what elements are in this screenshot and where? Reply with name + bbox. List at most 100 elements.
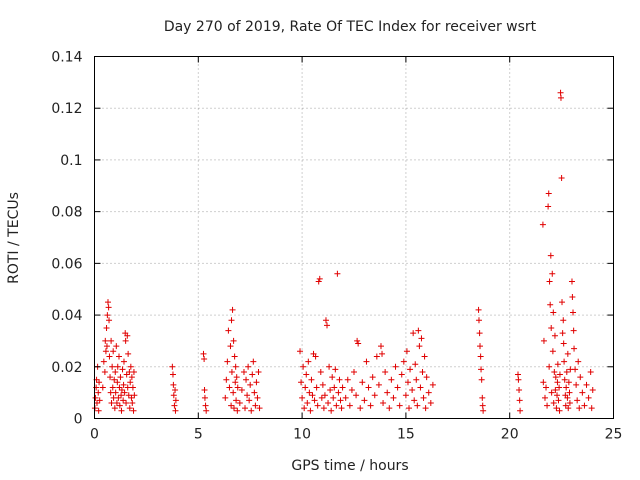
data-point [124,384,131,391]
data-point [553,405,560,412]
data-point [104,312,111,319]
data-point [565,379,572,386]
data-point [103,343,110,350]
data-point [118,392,125,399]
data-point [517,407,524,414]
data-point [172,397,179,404]
data-point [238,387,245,394]
data-point [365,384,372,391]
data-point [116,402,123,409]
data-point [549,270,556,277]
data-point [564,350,571,357]
data-point [539,221,546,228]
data-point [129,384,136,391]
data-point [248,407,255,414]
data-point [377,343,384,350]
data-point [558,175,565,182]
data-point [309,392,316,399]
data-point [554,392,561,399]
data-point [346,402,353,409]
data-point [402,392,409,399]
data-point [548,325,555,331]
data-point [331,384,338,391]
data-point [326,363,333,370]
data-point [557,89,564,96]
data-point [354,337,361,344]
data-point [246,397,253,404]
data-point [201,356,208,363]
data-point [560,317,567,324]
data-point [564,394,571,401]
x-axis-label: GPS time / hours [291,458,408,474]
data-point [126,405,133,412]
data-point [202,402,209,409]
data-point [106,353,113,360]
data-point [550,399,557,406]
x-tick-label: 10 [293,427,311,443]
data-point [230,337,237,344]
y-tick-label: 0.06 [51,256,82,272]
data-point [316,275,323,282]
data-point [95,389,102,396]
data-point [95,407,102,414]
data-point [421,353,428,360]
data-point [318,394,325,401]
data-point [565,405,572,412]
data-point [130,407,137,414]
data-point [115,394,122,401]
data-point [417,384,424,391]
data-point [308,376,315,383]
data-point [102,337,109,344]
data-point [228,402,235,409]
data-point [127,363,134,370]
data-point [382,368,389,375]
data-point [251,389,258,396]
data-point [548,389,555,396]
data-point [549,348,556,355]
data-point [479,402,486,409]
y-tick-label: 0 [74,412,83,428]
data-point [312,353,319,360]
data-point [589,387,596,394]
data-point [429,381,436,388]
x-tick-labels: 0 5 10 15 20 25 [90,427,622,443]
y-axis-label: ROTI / TECUs [6,192,22,284]
data-point [222,394,229,401]
data-point [357,405,364,412]
data-point [545,190,552,197]
data-point [104,299,111,306]
data-point [225,327,232,334]
data-point [547,301,554,308]
data-point [319,381,326,388]
data-point [418,335,425,342]
data-point [325,399,332,406]
data-point [556,371,563,378]
data-point [300,363,307,370]
data-point [563,368,570,375]
data-point [409,387,416,394]
data-point [556,384,563,391]
data-point [410,330,417,337]
data-point [315,278,322,285]
data-point [577,374,584,381]
data-point [105,304,112,311]
axis-ticks [94,56,614,419]
data-point [298,379,305,386]
data-point [201,387,208,394]
data-point [588,405,595,412]
data-point [201,394,208,401]
data-point [302,384,309,391]
data-point [118,407,125,414]
data-point [422,405,429,412]
data-point [412,361,419,368]
data-point [307,407,314,414]
data-point [112,368,119,375]
data-point [369,374,376,381]
data-point [353,392,360,399]
data-point [420,394,427,401]
data-point [314,402,321,409]
data-point [334,270,341,277]
data-point [109,384,116,391]
data-point [390,394,397,401]
data-point [375,381,382,388]
